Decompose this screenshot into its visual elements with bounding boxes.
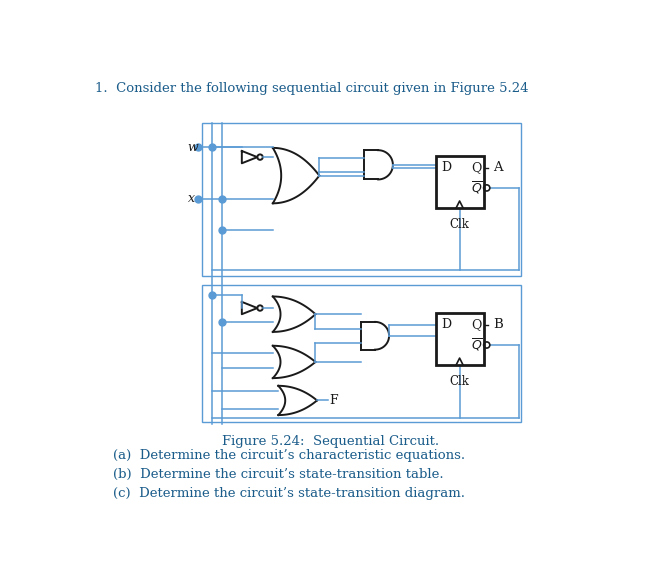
Text: Q: Q <box>471 319 482 332</box>
Text: Clk: Clk <box>450 375 470 388</box>
Text: $\overline{Q}$: $\overline{Q}$ <box>471 180 483 196</box>
Text: A: A <box>493 162 502 175</box>
Bar <box>203 123 521 276</box>
Text: x: x <box>188 192 195 205</box>
Text: Q: Q <box>471 162 482 175</box>
Text: F: F <box>330 394 338 407</box>
Text: Figure 5.24:  Sequential Circuit.: Figure 5.24: Sequential Circuit. <box>222 435 439 448</box>
Text: (a)  Determine the circuit’s characteristic equations.: (a) Determine the circuit’s characterist… <box>113 449 465 462</box>
Text: 1.  Consider the following sequential circuit given in Figure 5.24: 1. Consider the following sequential cir… <box>95 82 528 95</box>
Text: D: D <box>441 319 451 332</box>
Text: Clk: Clk <box>450 218 470 231</box>
Bar <box>435 155 484 208</box>
Bar <box>435 312 484 365</box>
Text: (b)  Determine the circuit’s state-transition table.: (b) Determine the circuit’s state-transi… <box>113 468 444 481</box>
Text: B: B <box>493 319 502 332</box>
Text: w: w <box>188 141 198 154</box>
Text: D: D <box>441 162 451 175</box>
Bar <box>203 285 521 422</box>
Text: (c)  Determine the circuit’s state-transition diagram.: (c) Determine the circuit’s state-transi… <box>113 486 465 499</box>
Text: $\overline{Q}$: $\overline{Q}$ <box>471 337 483 353</box>
